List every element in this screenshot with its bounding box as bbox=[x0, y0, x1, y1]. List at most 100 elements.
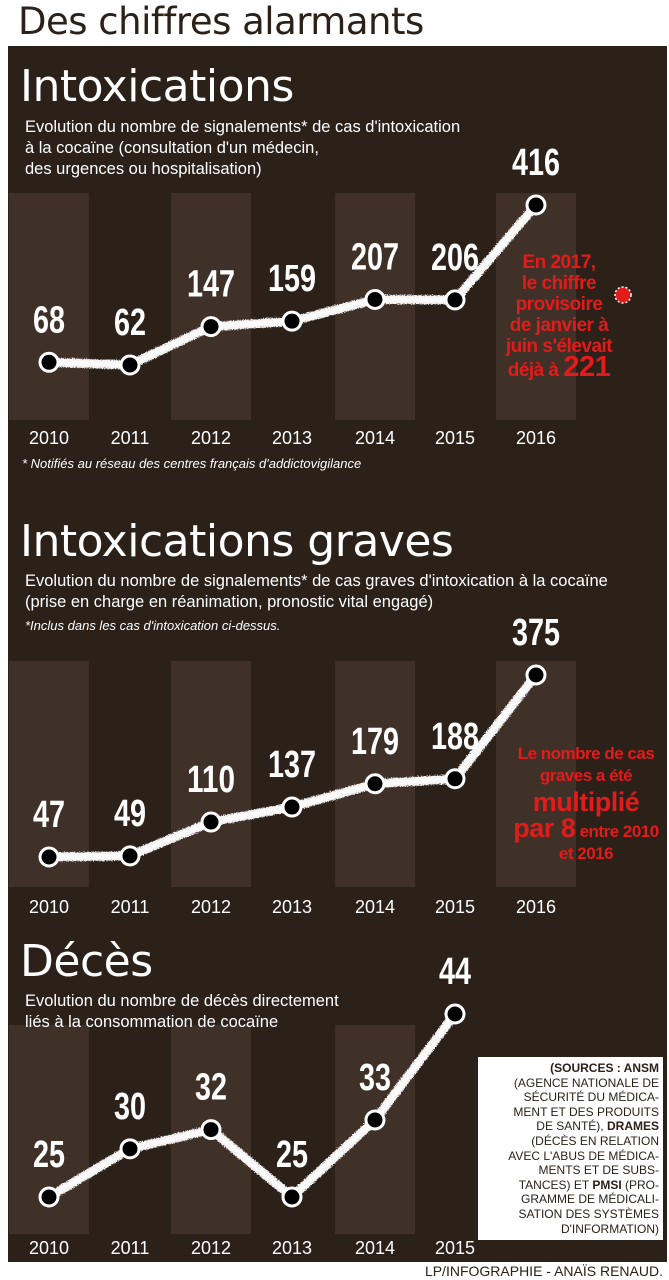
year-tick-label: 2011 bbox=[111, 897, 150, 917]
year-tick-label: 2013 bbox=[272, 897, 312, 917]
data-point bbox=[38, 351, 60, 373]
data-label: 62 bbox=[114, 302, 146, 344]
sources-line: MENTS ET DE SUBS- bbox=[538, 1163, 659, 1178]
sources-line: D'INFORMATION) bbox=[560, 1221, 659, 1236]
sources-line: (DÉCÈS EN RELATION bbox=[531, 1133, 659, 1148]
annotation-2017-line: juin s'élevait bbox=[505, 336, 613, 357]
year-tick-label: 2016 bbox=[516, 897, 556, 917]
data-point bbox=[200, 1119, 222, 1141]
annotation-line: multiplié bbox=[532, 787, 640, 817]
column-band bbox=[9, 193, 89, 420]
data-label: 25 bbox=[33, 1134, 65, 1176]
year-tick-label: 2011 bbox=[111, 428, 150, 448]
data-label: 188 bbox=[431, 716, 479, 758]
data-point bbox=[119, 845, 141, 867]
section-subtitle-deces: Evolution du nombre de décès directement… bbox=[25, 992, 339, 1031]
section-title-deces: Décès bbox=[20, 936, 153, 987]
annotation-factor: par 8 bbox=[513, 813, 576, 843]
year-tick-label: 2014 bbox=[355, 1238, 395, 1258]
annotation-2017-value: 221 bbox=[563, 351, 611, 383]
data-label: 375 bbox=[512, 612, 560, 654]
data-point bbox=[38, 1186, 60, 1208]
red-dot-icon bbox=[614, 286, 632, 304]
data-point bbox=[119, 1138, 141, 1160]
annotation-line: graves a été bbox=[539, 766, 633, 785]
data-point bbox=[444, 289, 466, 311]
section-title-intoxications-graves: Intoxications graves bbox=[20, 516, 454, 567]
sources-line: SATION DES SYSTÈMES bbox=[518, 1206, 659, 1221]
annotation-line: et 2016 bbox=[558, 844, 614, 863]
sources-line: (SOURCES : ANSM bbox=[550, 1061, 659, 1075]
annotation-2017-line: provisoire bbox=[515, 294, 603, 315]
column-band bbox=[171, 193, 251, 420]
year-tick-label: 2012 bbox=[191, 1238, 231, 1258]
data-label: 33 bbox=[359, 1057, 391, 1099]
data-point bbox=[281, 1186, 303, 1208]
data-label: 416 bbox=[512, 142, 560, 184]
data-label: 30 bbox=[114, 1086, 146, 1128]
annotation-2017-line: de janvier à bbox=[509, 315, 609, 336]
year-tick-label: 2011 bbox=[111, 1238, 150, 1258]
year-tick-label: 2016 bbox=[516, 428, 556, 448]
sources-text: (SOURCES : ANSM (AGENCE NATIONALE DE SÉCUR… bbox=[478, 1061, 659, 1236]
footnote-intoxications: * Notifiés au réseau des centres françai… bbox=[22, 456, 362, 471]
year-tick-label: 2014 bbox=[355, 897, 395, 917]
footnote-intoxications-graves: *Inclus dans les cas d'intoxication ci-d… bbox=[25, 618, 281, 633]
data-point bbox=[444, 768, 466, 790]
year-tick-label: 2010 bbox=[29, 428, 69, 448]
year-tick-label: 2013 bbox=[272, 1238, 312, 1258]
data-label: 25 bbox=[276, 1134, 308, 1176]
data-point bbox=[281, 796, 303, 818]
data-label: 32 bbox=[195, 1067, 227, 1109]
data-point bbox=[119, 354, 141, 376]
sources-line: MENT ET DES PRODUITS bbox=[513, 1104, 659, 1119]
sources-line: (AGENCE NATIONALE DE bbox=[513, 1075, 659, 1090]
sources-line: AVEC L'ABUS DE MÉDICA- bbox=[508, 1148, 659, 1163]
year-tick-label: 2015 bbox=[435, 1238, 475, 1258]
page-title: Des chiffres alarmants bbox=[18, 0, 424, 43]
sources-line: TANCES) ET PMSI (PRO- bbox=[518, 1177, 659, 1192]
data-label: 68 bbox=[33, 299, 65, 341]
annotation-2017-prefix: déjà à bbox=[507, 360, 559, 381]
annotation-2017-line: le chiffre bbox=[521, 273, 597, 294]
data-point bbox=[444, 1003, 466, 1025]
data-point bbox=[525, 194, 547, 216]
annotation-2017-line: déjà à 221 bbox=[500, 353, 618, 382]
data-label: 49 bbox=[114, 793, 146, 835]
data-point bbox=[364, 288, 386, 310]
sources-line: SÉCURITÉ DU MÉDICA- bbox=[523, 1090, 659, 1105]
data-label: 159 bbox=[268, 258, 316, 300]
data-point bbox=[200, 316, 222, 338]
annotation-2017: En 2017, le chiffre provisoire de janvie… bbox=[500, 252, 618, 382]
year-tick-label: 2012 bbox=[191, 428, 231, 448]
year-tick-label: 2010 bbox=[29, 1238, 69, 1258]
annotation-multiplie: Le nombre de cas graves a été multiplié … bbox=[508, 743, 664, 865]
data-point bbox=[38, 846, 60, 868]
data-label: 47 bbox=[33, 794, 65, 836]
data-point bbox=[525, 664, 547, 686]
data-point bbox=[281, 310, 303, 332]
data-label: 147 bbox=[187, 264, 235, 306]
column-band bbox=[496, 661, 576, 887]
sources-line: DE SANTÉ), DRAMES bbox=[536, 1119, 659, 1134]
data-point bbox=[364, 1109, 386, 1131]
year-tick-label: 2014 bbox=[355, 428, 395, 448]
year-tick-label: 2010 bbox=[29, 897, 69, 917]
series-line-core bbox=[47, 1012, 457, 1199]
annotation-range: entre 2010 bbox=[579, 822, 660, 841]
data-point bbox=[364, 773, 386, 795]
annotation-line: Le nombre de cas bbox=[517, 744, 655, 763]
section-title-intoxications: Intoxications bbox=[20, 61, 294, 112]
year-tick-label: 2015 bbox=[435, 897, 475, 917]
section-subtitle-intoxications-graves: Evolution du nombre de signalements* de … bbox=[25, 572, 608, 611]
data-label: 110 bbox=[187, 759, 235, 801]
year-tick-label: 2012 bbox=[191, 897, 231, 917]
sources-line: GRAMME DE MÉDICALI- bbox=[520, 1192, 659, 1207]
annotation-2017-line: En 2017, bbox=[522, 252, 596, 273]
year-tick-label: 2013 bbox=[272, 428, 312, 448]
data-label: 179 bbox=[351, 721, 399, 763]
data-label: 44 bbox=[439, 951, 471, 993]
data-label: 137 bbox=[268, 744, 316, 786]
data-label: 206 bbox=[431, 237, 479, 279]
column-band bbox=[171, 661, 251, 887]
